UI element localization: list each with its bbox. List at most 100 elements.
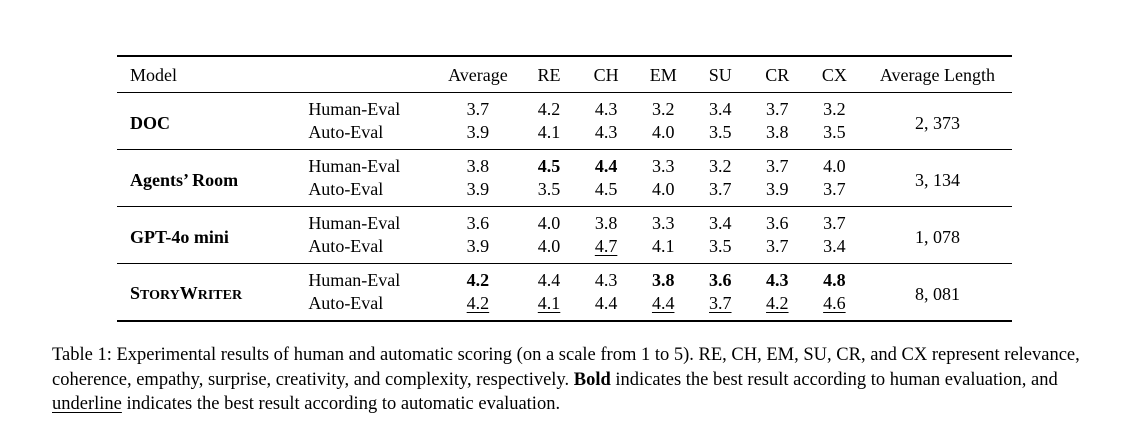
eval-type-label: Human-Eval xyxy=(308,99,401,119)
eval-type-label: Auto-Eval xyxy=(300,178,436,207)
header-em: EM xyxy=(634,55,692,93)
score-value: 4.3 xyxy=(594,122,618,142)
caption-underline-word: underline xyxy=(52,394,122,414)
table-row: Auto-Eval 3.9 4.1 4.3 4.0 3.5 3.8 3.5 xyxy=(117,121,1012,150)
score-value: 3.5 xyxy=(709,236,732,256)
score-cell: 3.5 xyxy=(691,121,749,150)
score-value: 4.5 xyxy=(537,156,561,176)
score-cell: 3.7 xyxy=(749,150,806,179)
score-cell: 4.5 xyxy=(521,150,578,179)
score-value: 3.7 xyxy=(823,179,846,199)
model-name: Agents’ Room xyxy=(117,149,301,207)
eval-type-label: Human-Eval xyxy=(308,156,401,176)
table-row: Auto-Eval 3.9 3.5 4.5 4.0 3.7 3.9 3.7 xyxy=(117,178,1012,207)
score-cell: 3.2 xyxy=(692,150,749,179)
score-cell: 3.3 xyxy=(635,207,692,236)
score-cell: 3.7 xyxy=(435,93,520,122)
score-cell: 3.9 xyxy=(435,178,521,207)
average-length-cell: 1, 078 xyxy=(862,206,1012,264)
score-cell: 3.7 xyxy=(691,178,749,207)
score-value: 3.9 xyxy=(466,179,490,199)
score-value: 4.3 xyxy=(594,99,618,119)
score-value: 3.5 xyxy=(537,179,561,199)
table-body: DOC Human-Eval 3.7 4.2 4.3 3.2 3.4 3.7 3.2 2, 373… xyxy=(117,92,1012,322)
score-value: 3.8 xyxy=(651,270,675,290)
score-value: 3.2 xyxy=(823,99,846,119)
score-value: 4.1 xyxy=(537,293,561,313)
caption-text-1: Experimental results of human and automa… xyxy=(52,345,1080,390)
score-cell: 3.4 xyxy=(692,93,749,122)
score-value: 3.3 xyxy=(651,213,675,233)
eval-type-label: Auto-Eval xyxy=(300,121,436,150)
score-cell: 4.2 xyxy=(435,292,521,322)
score-cell: 3.4 xyxy=(805,235,863,264)
average-length-cell: 3, 134 xyxy=(862,149,1012,207)
score-cell: 3.4 xyxy=(692,207,749,236)
score-cell: 4.6 xyxy=(805,292,863,322)
score-value: 4.3 xyxy=(594,270,618,290)
caption-bold-word: Bold xyxy=(573,369,611,390)
score-value: 4.4 xyxy=(537,270,561,290)
score-value: 3.8 xyxy=(766,122,789,142)
score-value: 4.2 xyxy=(466,293,490,313)
score-cell: 3.7 xyxy=(691,292,749,322)
score-cell: 4.0 xyxy=(634,121,692,150)
score-value: 4.2 xyxy=(466,270,490,290)
score-value: 4.1 xyxy=(537,122,561,142)
score-value: 4.0 xyxy=(651,179,675,199)
score-value: 4.3 xyxy=(766,270,789,290)
score-cell: 4.4 xyxy=(578,150,635,179)
score-cell: 3.5 xyxy=(691,235,749,264)
model-name: GPT-4o mini xyxy=(117,206,301,264)
score-cell: 3.7 xyxy=(748,235,806,264)
score-value: 3.6 xyxy=(466,213,490,233)
score-value: 3.8 xyxy=(594,213,618,233)
score-value: 3.9 xyxy=(766,179,789,199)
score-cell: 3.9 xyxy=(748,178,806,207)
score-cell: 3.5 xyxy=(520,178,578,207)
header-average-length: Average Length xyxy=(862,55,1012,93)
score-cell: 4.0 xyxy=(521,207,578,236)
score-cell: 3.8 xyxy=(748,121,806,150)
header-eval-type xyxy=(300,55,436,93)
score-value: 3.4 xyxy=(709,213,732,233)
score-cell: 4.0 xyxy=(806,150,863,179)
score-cell: 4.0 xyxy=(634,178,692,207)
header-cx: CX xyxy=(805,55,863,93)
score-value: 4.0 xyxy=(651,122,675,142)
table-caption: Table 1: Experimental results of human a… xyxy=(52,343,1092,417)
score-value: 4.0 xyxy=(537,236,561,256)
eval-type-label: Auto-Eval xyxy=(300,292,436,322)
score-cell: 3.7 xyxy=(749,93,806,122)
score-value: 3.2 xyxy=(709,156,732,176)
header-ch: CH xyxy=(577,55,635,93)
score-cell: 3.5 xyxy=(805,121,863,150)
score-cell: 3.6 xyxy=(749,207,806,236)
score-value: 4.4 xyxy=(651,293,675,313)
score-cell: 4.7 xyxy=(577,235,635,264)
score-value: 3.5 xyxy=(709,122,732,142)
score-cell: 3.2 xyxy=(635,93,692,122)
table-row: GPT-4o mini Human-Eval 3.6 4.0 3.8 3.3 3.4 3.6 3… xyxy=(117,206,1012,264)
score-value: 4.2 xyxy=(537,99,561,119)
header-average: Average xyxy=(435,55,521,93)
score-value: 3.9 xyxy=(466,236,490,256)
score-value: 4.4 xyxy=(594,156,618,176)
score-cell: 4.3 xyxy=(749,264,806,293)
table-header-row: Model Average RE CH EM SU CR CX Average … xyxy=(117,55,1012,93)
score-cell: 4.1 xyxy=(634,235,692,264)
score-value: 3.2 xyxy=(651,99,675,119)
caption-text-3: indicates the best result according to a… xyxy=(126,394,561,414)
model-name: STORYWRITER xyxy=(117,263,301,322)
score-cell: 4.4 xyxy=(521,264,578,293)
score-value: 3.4 xyxy=(709,99,732,119)
table-row: Agents’ Room Human-Eval 3.8 4.5 4.4 3.3 3.2 3.7… xyxy=(117,149,1012,207)
score-value: 4.4 xyxy=(594,293,618,313)
score-cell: 3.2 xyxy=(806,93,863,122)
caption-text-2: indicates the best result according to h… xyxy=(615,369,1058,390)
score-cell: 3.9 xyxy=(435,235,521,264)
score-value: 4.2 xyxy=(766,293,789,313)
score-cell: 3.6 xyxy=(692,264,749,293)
score-cell: 3.3 xyxy=(635,150,692,179)
score-value: 3.7 xyxy=(466,99,490,119)
